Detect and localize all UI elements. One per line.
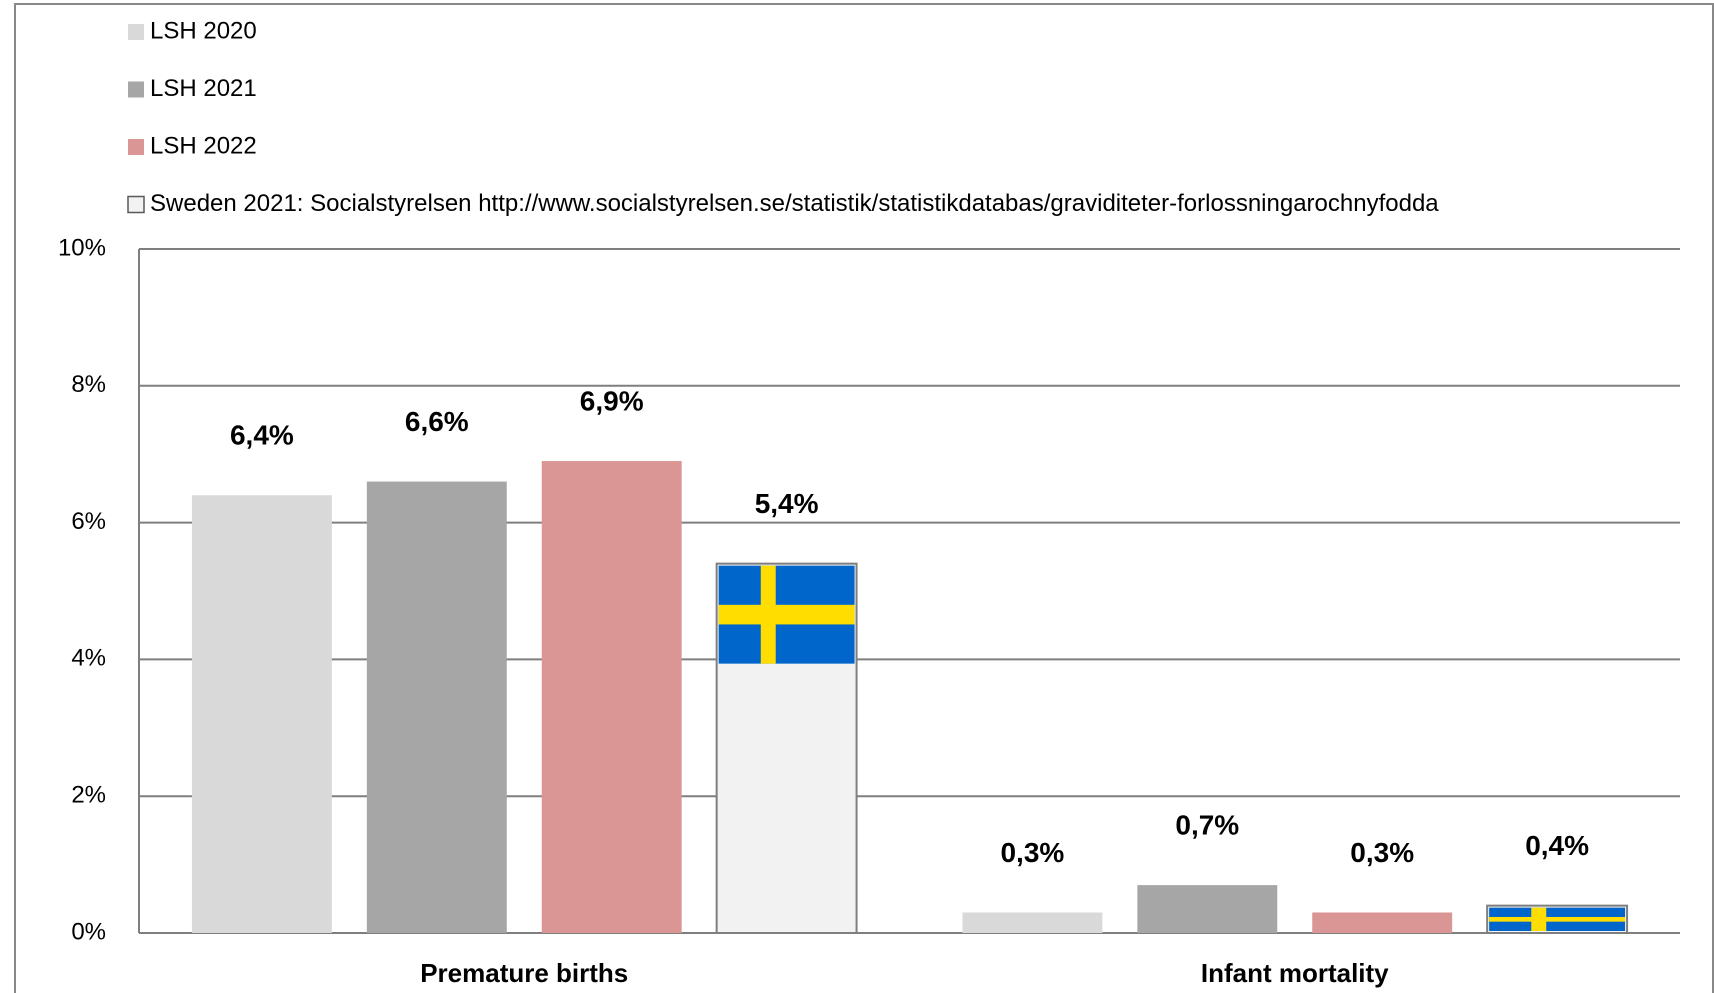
bar <box>366 481 507 933</box>
flag-cross <box>760 565 776 664</box>
legend-label: LSH 2022 <box>150 132 257 159</box>
value-label: 0,3% <box>1350 837 1414 868</box>
flag-cross <box>718 604 855 625</box>
chart-frame <box>14 3 1714 993</box>
value-label: 6,9% <box>580 385 644 416</box>
value-label: 0,3% <box>1000 837 1064 868</box>
legend-label: Sweden 2021: Socialstyrelsen http://www.… <box>150 190 1439 217</box>
legend-label: LSH 2021 <box>150 75 257 102</box>
y-tick-label: 8% <box>71 371 106 398</box>
bar <box>191 495 332 933</box>
y-tick-label: 2% <box>71 782 106 809</box>
x-tick-label cat: Premature births <box>420 958 628 988</box>
y-tick-label: 6% <box>71 508 106 535</box>
y-tick-label: 0% <box>71 918 106 945</box>
legend-label: LSH 2020 <box>150 17 257 44</box>
legend-swatch <box>128 24 144 40</box>
value-label: 5,4% <box>755 488 819 519</box>
value-label: 6,6% <box>405 406 469 437</box>
bar <box>1137 885 1278 933</box>
legend-swatch <box>128 81 144 98</box>
bar <box>541 461 682 933</box>
x-tick-label cat: Infant mortality <box>1201 958 1389 988</box>
y-tick-label: 4% <box>71 645 106 672</box>
legend-swatch <box>128 139 144 155</box>
value-label: 0,4% <box>1525 830 1589 861</box>
y-tick-label: 10% <box>58 234 106 261</box>
legend-swatch <box>127 195 145 214</box>
flag-cross <box>1531 907 1547 931</box>
value-label: 0,7% <box>1175 810 1239 841</box>
flag-cross <box>1489 916 1626 922</box>
bar <box>1312 912 1453 933</box>
value-label: 6,4% <box>230 420 294 451</box>
bar <box>962 912 1103 933</box>
